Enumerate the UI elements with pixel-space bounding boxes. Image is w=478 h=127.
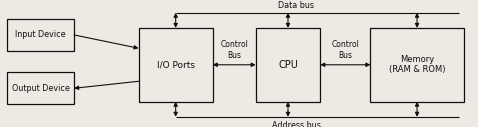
Text: Control
Bus: Control Bus [220,40,248,60]
Text: Output Device: Output Device [11,84,70,93]
Text: Control
Bus: Control Bus [331,40,359,60]
Bar [256,28,320,102]
Text: Memory
(RAM & ROM): Memory (RAM & ROM) [389,55,445,74]
Text: Input Device: Input Device [15,30,66,39]
Text: I/O Ports: I/O Ports [157,60,195,69]
Text: CPU: CPU [278,60,298,70]
Bar [139,28,213,102]
Bar [370,28,464,102]
Text: Address bus: Address bus [272,121,321,127]
Bar [7,19,74,51]
Text: Data bus: Data bus [278,1,315,10]
Bar [7,72,74,104]
